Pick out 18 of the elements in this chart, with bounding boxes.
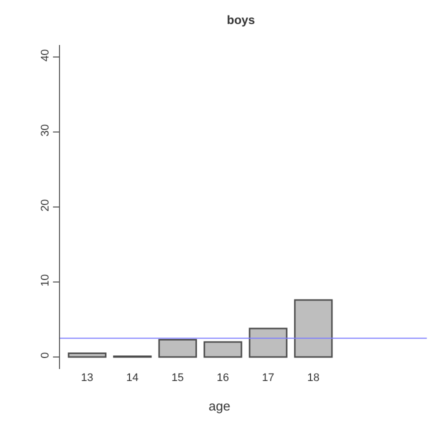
x-tick-label: 17 <box>262 372 274 384</box>
y-tick-label: 40 <box>40 49 52 62</box>
x-tick-label: 15 <box>172 372 184 384</box>
chart-title: boys <box>226 12 256 27</box>
x-tick-label: 18 <box>307 372 320 384</box>
bar <box>294 299 333 358</box>
x-axis-title: age <box>208 398 230 414</box>
bar <box>68 352 106 358</box>
bar <box>158 339 197 358</box>
y-tick-label: 10 <box>40 274 52 286</box>
x-tick-label: 16 <box>216 372 230 384</box>
y-tick-label: 20 <box>40 199 52 212</box>
y-tick-label: 0 <box>40 352 52 358</box>
x-tick-label: 13 <box>81 372 94 384</box>
y-tick-label: 30 <box>40 124 52 136</box>
bar <box>204 341 242 358</box>
bar <box>248 328 288 358</box>
x-tick-label: 14 <box>126 372 139 384</box>
